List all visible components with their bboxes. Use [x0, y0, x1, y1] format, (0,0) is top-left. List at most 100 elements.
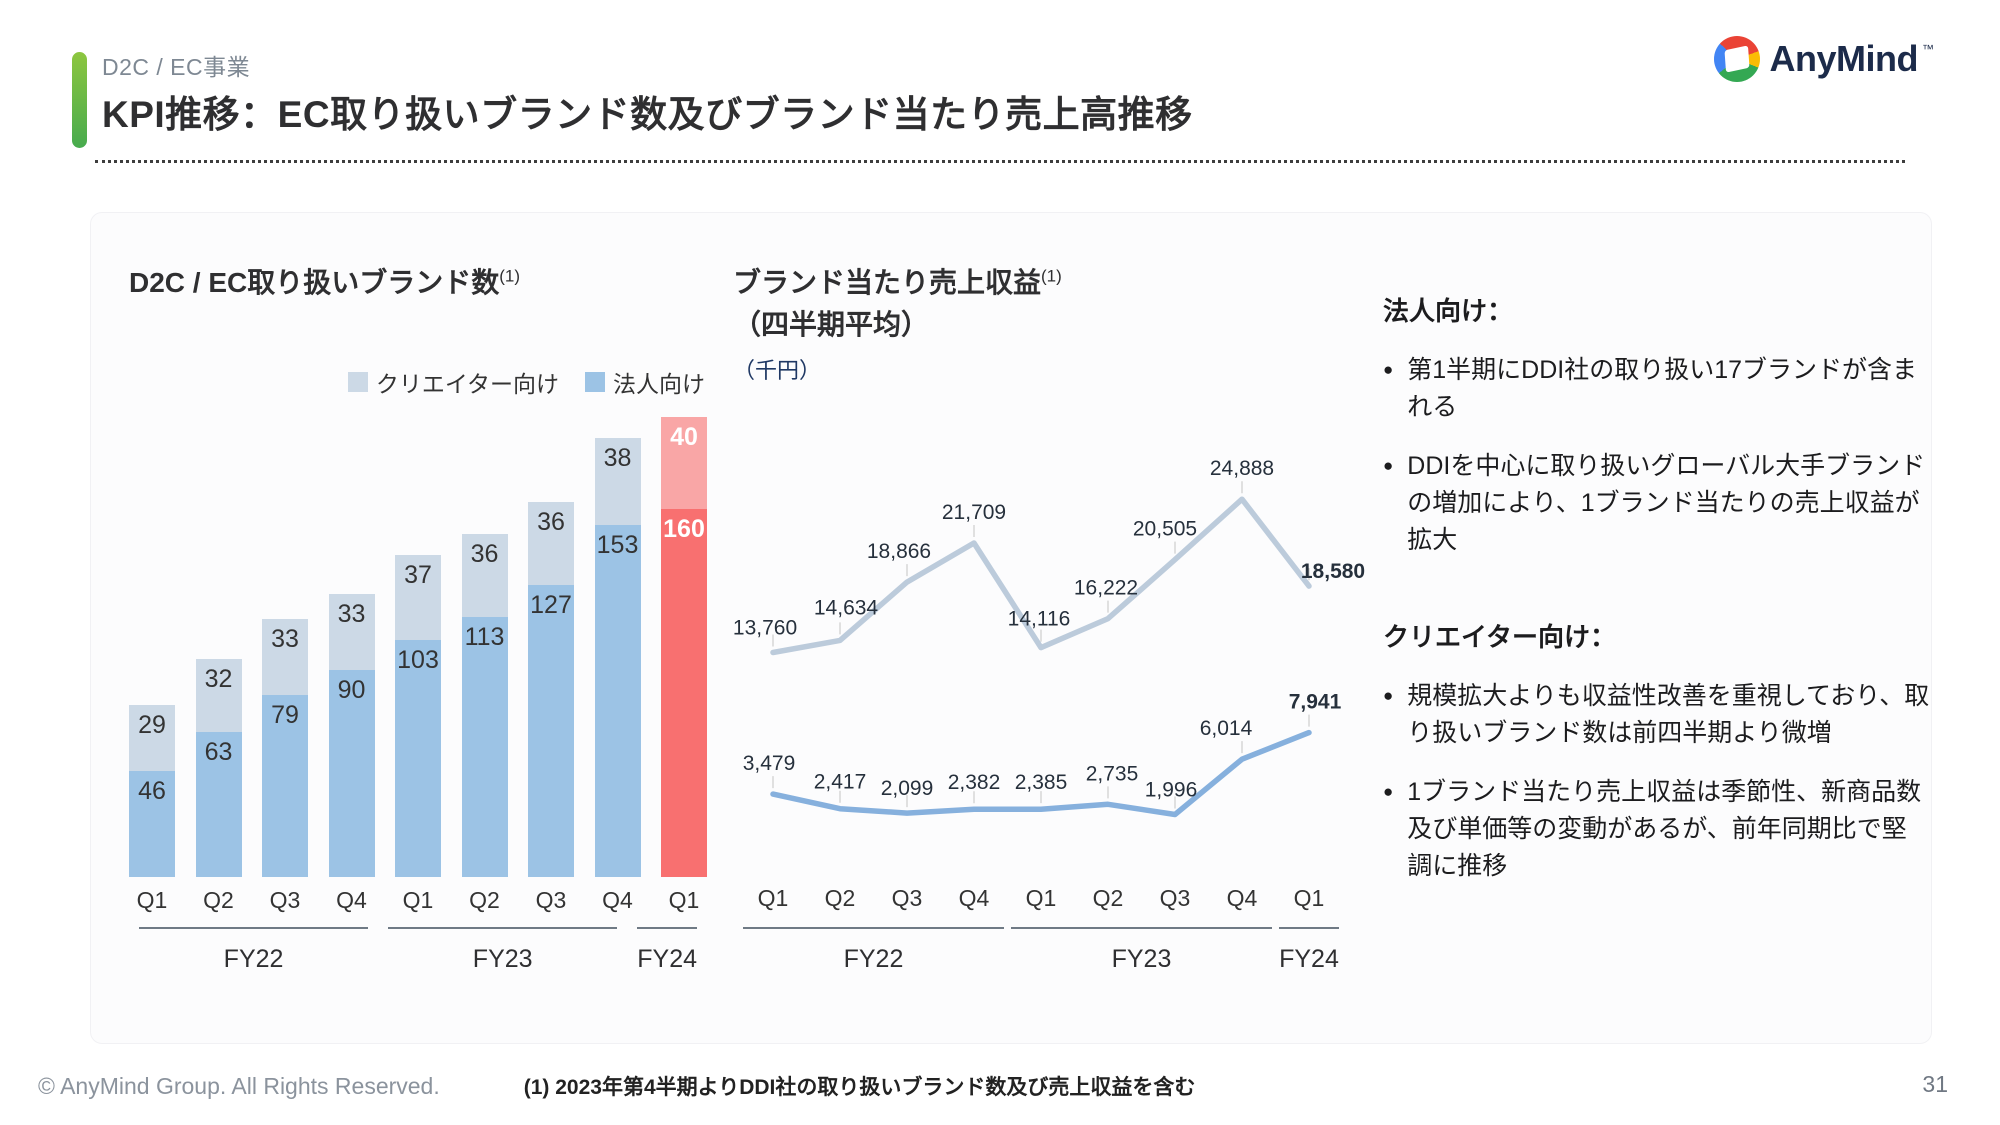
bar-value-label: 40 [670, 423, 698, 451]
notes-bullet-text: DDIを中心に取り扱いグローバル大手ブランドの増加により、1ブランド当たりの売上… [1407, 452, 1926, 554]
notes-bullet-text: 第1半期にDDI社の取り扱い17ブランドが含まれる [1407, 356, 1918, 421]
x-tick-label: Q4 [602, 887, 633, 913]
bar-segment-corporate: 113 [461, 617, 508, 877]
line-value-label: 18,866 [867, 540, 931, 563]
fy-group: FY22 [743, 927, 1004, 974]
footnote-text: (1) 2023年第4半期よりDDI社の取り扱いブランド数及び売上収益を含む [523, 1076, 1196, 1099]
bar-column: 37 103 [395, 555, 441, 877]
bar-value-label: 103 [397, 646, 439, 675]
brand-count-chart: D2C / EC取り扱いブランド数(1) クリエイター向け 法人向け 29 46 32… [129, 265, 707, 1025]
bar-column: 33 90 [328, 594, 375, 877]
notes-bullet-item: ● 規模拡大よりも収益性改善を重視しており、取り扱いブランド数は前四半期より微増 [1383, 678, 1931, 752]
bar-chart-x-axis: Q1 Q2 Q3 Q4 Q1 Q2 Q3 Q4 Q1 [129, 887, 707, 914]
fy-group: FY23 [1011, 927, 1272, 974]
bullet-icon: ● [1383, 782, 1394, 801]
unit-label: （千円） [733, 358, 822, 384]
bar-chart-title: D2C / EC取り扱いブランド数(1) [129, 265, 707, 301]
copyright-text: © AnyMind Group. All Rights Reserved. [38, 1073, 440, 1099]
bar-segment-creator: 38 [594, 437, 641, 526]
bar-value-label: 37 [404, 561, 432, 590]
notes-bullet-text: 1ブランド当たり売上収益は季節性、新商品数及び単価等の変動があるが、前年同期比で… [1407, 778, 1922, 880]
fy-label: FY23 [1111, 945, 1172, 973]
fy-label: FY22 [223, 945, 284, 973]
fy-label: FY24 [1279, 945, 1339, 973]
bar-value-label: 38 [603, 443, 632, 472]
bar-segment-creator: 36 [461, 534, 508, 618]
bullet-icon: ● [1383, 360, 1394, 379]
notes-heading: 法人向け： [1383, 296, 1514, 326]
bar-segment-creator: 33 [262, 619, 308, 696]
bar-value-label: 33 [271, 625, 299, 654]
notes-section: 法人向け： ● 第1半期にDDI社の取り扱い17ブランドが含まれる ● DDIを中心に取… [1383, 291, 1931, 559]
legend-swatch [585, 372, 605, 392]
bar-chart-plot: 29 46 32 63 33 79 33 90 37 103 36 113 36 127 38 153 40 16… [129, 417, 707, 877]
bar-value-label: 33 [337, 600, 366, 629]
bar-value-label: 63 [204, 738, 233, 767]
x-tick-label: Q4 [1226, 885, 1258, 911]
notes-section: クリエイター向け： ● 規模拡大よりも収益性改善を重視しており、取り扱いブランド数は… [1383, 617, 1931, 885]
line-chart-title: ブランド当たり売上収益(1) [733, 265, 1383, 301]
line-value-label: 16,222 [1074, 577, 1138, 600]
bar-value-label: 36 [470, 540, 499, 569]
bar-column: 33 79 [262, 619, 308, 877]
x-tick-label: Q3 [891, 885, 923, 911]
fy-group: FY24 [1279, 927, 1339, 974]
x-tick-label: Q2 [1092, 885, 1124, 911]
section-eyebrow: D2C / EC事業 [102, 54, 251, 80]
notes-bullet-item: ● DDIを中心に取り扱いグローバル大手ブランドの増加により、1ブランド当たりの売… [1383, 448, 1931, 559]
fy-label: FY23 [472, 945, 533, 973]
line-value-label: 21,709 [942, 501, 1006, 524]
bullet-icon: ● [1383, 686, 1394, 705]
line-value-label: 7,941 [1289, 691, 1342, 714]
line-value-label: 13,760 [733, 616, 797, 639]
bar-segment-corporate: 153 [594, 525, 641, 877]
x-tick-label: Q3 [535, 887, 567, 913]
bar-value-label: 29 [138, 710, 166, 739]
bar-value-label: 153 [596, 531, 639, 560]
line-series-creator [770, 729, 1312, 818]
line-chart-subtitle: （四半期平均） [733, 309, 930, 341]
legend-item: クリエイター向け [347, 365, 559, 399]
bar-chart-title-footnote-ref: (1) [499, 266, 521, 286]
line-chart-title-text: ブランド当たり売上収益 [733, 267, 1042, 298]
line-value-label: 1,996 [1145, 779, 1198, 802]
fy-label: FY24 [637, 945, 698, 973]
x-tick-label: Q1 [1025, 885, 1057, 911]
bar-segment-creator: 36 [528, 502, 574, 585]
bar-value-label: 127 [530, 590, 572, 619]
line-chart-fy-groups: FY22 FY23 FY24 [733, 927, 1373, 997]
page-number: 31 [1922, 1071, 1948, 1097]
line-value-label: 2,099 [881, 777, 934, 800]
page-title: KPI推移：EC取り扱いブランド数及びブランド当たり売上高推移 [102, 94, 1193, 135]
notes-heading: クリエイター向け： [1383, 622, 1616, 652]
legend-swatch [347, 372, 368, 392]
bar-column: 40 160 [661, 417, 707, 877]
x-tick-label: Q1 [757, 885, 789, 911]
line-value-label: 2,385 [1015, 771, 1068, 794]
bar-segment-corporate: 127 [528, 584, 574, 877]
x-tick-label: Q2 [824, 885, 856, 911]
x-tick-label: Q1 [402, 887, 434, 913]
bullet-icon: ● [1383, 456, 1394, 475]
bar-column: 36 127 [528, 502, 574, 877]
green-accent-bar [72, 52, 87, 148]
x-tick-label: Q2 [469, 887, 500, 913]
bar-segment-creator: 32 [195, 658, 242, 733]
legend-item: 法人向け [585, 365, 705, 399]
bar-column: 38 153 [594, 437, 641, 877]
bar-value-label: 36 [537, 508, 565, 537]
fy-group: FY22 [139, 927, 369, 974]
bar-value-label: 32 [204, 664, 233, 693]
notes-bullet-item: ● 1ブランド当たり売上収益は季節性、新商品数及び単価等の変動があるが、前年同期比… [1383, 774, 1931, 885]
bar-column: 29 46 [129, 704, 175, 877]
bar-segment-creator: 37 [395, 555, 441, 641]
x-tick-label: Q4 [958, 885, 990, 911]
anymind-logo-icon [1713, 36, 1760, 82]
bar-column: 32 63 [195, 658, 242, 877]
anymind-logo: AnyMind ™ [1713, 36, 1934, 82]
x-tick-label: Q3 [269, 887, 301, 913]
commentary-panel: 法人向け： ● 第1半期にDDI社の取り扱い17ブランドが含まれる ● DDIを中心に取… [1383, 291, 1931, 943]
fy-label: FY22 [843, 945, 904, 973]
bar-segment-corporate: 79 [262, 695, 308, 877]
